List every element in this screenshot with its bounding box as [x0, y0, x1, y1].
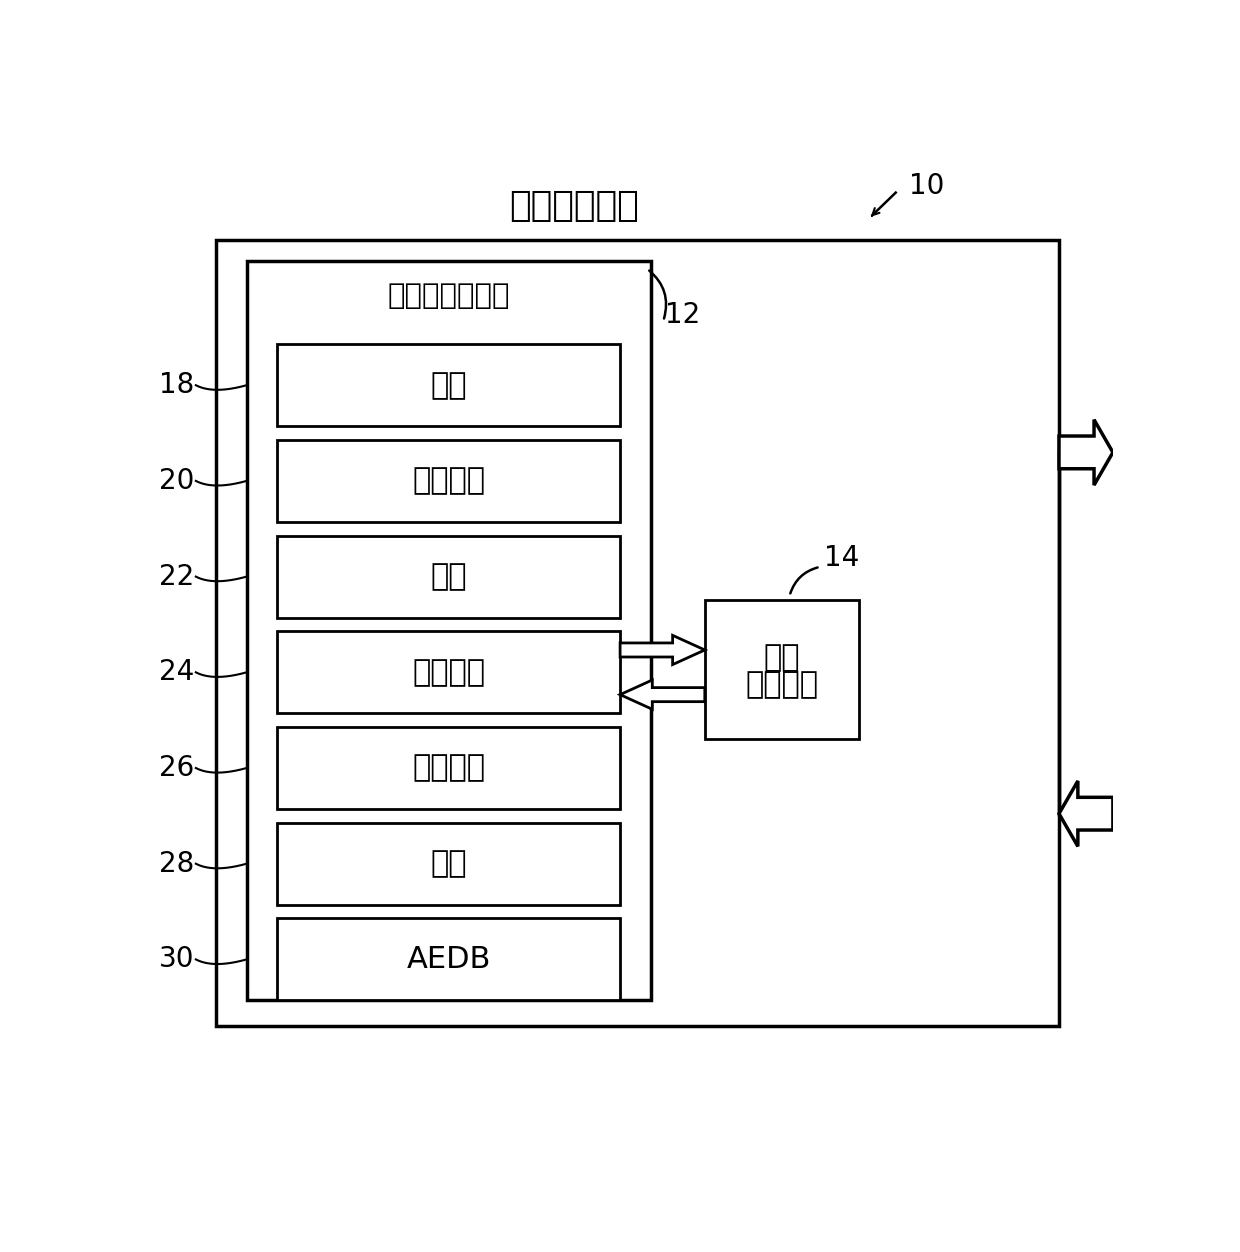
Bar	[278, 727, 620, 809]
Text: 飞行计划: 飞行计划	[412, 657, 485, 687]
Bar	[247, 262, 651, 1000]
Text: 14: 14	[825, 543, 859, 572]
Text: 10: 10	[909, 173, 944, 200]
Bar	[704, 600, 859, 739]
Bar	[278, 536, 620, 617]
Text: 飞行管理计算机: 飞行管理计算机	[388, 282, 510, 309]
Text: 26: 26	[159, 754, 195, 782]
Text: 数据链路: 数据链路	[412, 754, 485, 782]
Text: 18: 18	[159, 371, 195, 399]
Text: 28: 28	[159, 850, 195, 878]
Text: 控制: 控制	[764, 644, 800, 672]
Bar	[278, 344, 620, 426]
Bar	[278, 823, 620, 905]
Text: 导航: 导航	[430, 371, 467, 399]
Bar	[278, 439, 620, 522]
Text: 推力管理: 推力管理	[412, 467, 485, 496]
Polygon shape	[1059, 419, 1112, 485]
Polygon shape	[620, 680, 704, 710]
Text: 飞行管理系统: 飞行管理系统	[510, 189, 639, 223]
Bar	[278, 631, 620, 714]
Text: 12: 12	[665, 300, 701, 329]
Text: AEDB: AEDB	[407, 945, 491, 974]
Polygon shape	[620, 635, 704, 665]
Bar	[216, 240, 1059, 1025]
Text: 22: 22	[159, 562, 195, 591]
Bar	[278, 919, 620, 1000]
Text: 性能: 性能	[430, 849, 467, 878]
Polygon shape	[1059, 781, 1112, 846]
Text: 20: 20	[159, 467, 195, 495]
Text: 显示单元: 显示单元	[745, 670, 818, 699]
Text: 30: 30	[159, 945, 195, 973]
Text: 24: 24	[159, 659, 195, 686]
Text: 导向: 导向	[430, 562, 467, 591]
